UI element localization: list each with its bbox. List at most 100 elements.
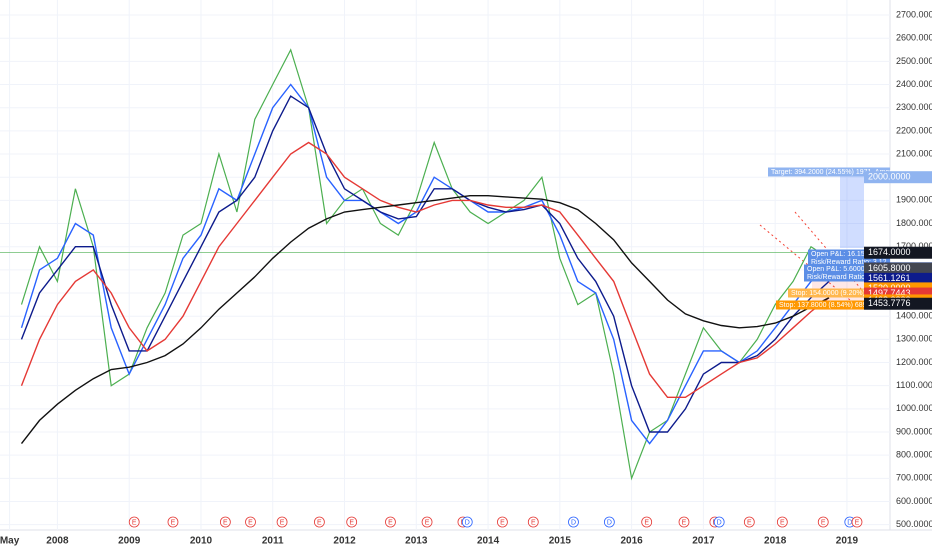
price-tag (864, 171, 932, 184)
annotation-box (804, 272, 890, 282)
x-tick-label: 2016 (620, 536, 643, 547)
price-tag-label: 1453.7776 (868, 298, 911, 308)
x-tick-label: May (0, 536, 20, 547)
annotation-box (788, 288, 890, 298)
event-marker (167, 516, 179, 528)
x-tick-label: 2017 (692, 536, 715, 547)
moving-average (20, 141, 830, 398)
event-label: E (682, 519, 687, 526)
x-tick-label: 2009 (118, 536, 141, 547)
y-tick-label: 2500.0000 (896, 56, 932, 66)
event-marker (776, 516, 788, 528)
price-tag (864, 272, 932, 285)
y-tick-label: 600.0000 (896, 496, 932, 506)
event-marker (851, 516, 863, 528)
event-label: D (607, 519, 612, 526)
event-marker (817, 516, 829, 528)
y-tick-label: 1300.0000 (896, 334, 932, 344)
annotation: Risk/Reward Ratio: 2.86 (807, 274, 883, 281)
x-tick-label: 2008 (46, 536, 69, 547)
event-marker (128, 516, 140, 528)
y-tick-label: 800.0000 (896, 450, 932, 460)
event-label: E (747, 519, 752, 526)
y-tick-label: 2200.0000 (896, 125, 932, 135)
price-tag-label: 1674.0000 (868, 247, 911, 257)
event-marker (497, 516, 508, 528)
y-tick-label: 1000.0000 (896, 403, 932, 413)
y-tick-label: 2100.0000 (896, 148, 932, 158)
x-tick-label: 2019 (836, 536, 859, 547)
annotation: Risk/Reward Ratio: 3.12 (811, 259, 887, 266)
event-label: E (780, 519, 785, 526)
event-label: D (717, 519, 722, 526)
annotation: Open P&L: 16.1520, Qty (811, 251, 888, 258)
annotation: Stop: 137.8000 (8.54%) 689, Amount (779, 302, 894, 309)
event-label: D (465, 519, 470, 526)
labels-layer: 500.0000 600.0000 700.0000 800.0000 900.0000… (0, 9, 932, 547)
event-label: D (847, 519, 852, 526)
event-marker (568, 516, 579, 528)
event-marker (385, 516, 396, 528)
price-tag-label: 1561.1261 (868, 273, 911, 283)
y-tick-label: 1800.0000 (896, 218, 932, 228)
event-label: E (171, 519, 176, 526)
price-tag-label: 1497.7443 (868, 288, 911, 298)
x-tick-label: 2010 (190, 536, 213, 547)
y-tick-label: 2600.0000 (896, 33, 932, 43)
event-marker (527, 516, 539, 528)
annotation: Open P&L: 5.6000, Qty: 1 (807, 266, 887, 273)
x-tick-label: 2014 (477, 536, 500, 547)
target-zone (840, 176, 864, 248)
event-label: E (388, 519, 393, 526)
annotation-box (768, 167, 890, 177)
event-label: E (821, 519, 826, 526)
event-marker (641, 516, 653, 528)
y-tick-label: 500.0000 (896, 519, 932, 529)
event-label: E (349, 519, 354, 526)
event-label: E (855, 519, 860, 526)
annotation-box (808, 257, 890, 267)
y-tick-label: 1400.0000 (896, 311, 932, 321)
event-label: E (223, 519, 228, 526)
event-label: E (132, 519, 137, 526)
event-label: E (531, 519, 536, 526)
annotation: Target: 394.2000 (24.55%) 1971, Amou (771, 169, 893, 176)
y-tick-label: 1700.0000 (896, 241, 932, 251)
event-label: D (571, 519, 576, 526)
annotation: Stop: 154.0000 (9.20%) 770, Amou (791, 290, 900, 297)
event-marker (276, 516, 288, 528)
y-tick-label: 900.0000 (896, 426, 932, 436)
event-label: E (500, 519, 505, 526)
x-tick-label: 2012 (333, 536, 356, 547)
price-tag-label: 1605.8000 (868, 263, 911, 273)
event-marker (346, 516, 358, 528)
y-tick-label: 2700.0000 (896, 9, 932, 19)
event-marker (219, 516, 231, 528)
event-marker (245, 516, 256, 528)
annotation-box (804, 264, 890, 274)
event-marker (743, 516, 755, 528)
grid-layer (0, 0, 890, 530)
x-tick-label: 2013 (405, 536, 428, 547)
event-label: E (644, 519, 649, 526)
y-tick-label: 2400.0000 (896, 79, 932, 89)
annotation-box (808, 249, 890, 259)
moving-average (20, 83, 830, 445)
price-tag-label: 2000.0000 (868, 172, 911, 182)
event-label: E (425, 519, 430, 526)
price-tag (864, 262, 932, 275)
y-tick-label: 1200.0000 (896, 357, 932, 367)
y-tick-label: 2300.0000 (896, 102, 932, 112)
event-marker (678, 516, 690, 528)
event-label: E (317, 519, 322, 526)
price-tag (864, 246, 932, 259)
event-label: E (280, 519, 285, 526)
price-tag (864, 297, 932, 310)
annotation-box (776, 300, 890, 310)
event-marker (421, 516, 433, 528)
event-marker (461, 516, 473, 528)
y-tick-label: 1100.0000 (896, 380, 932, 390)
y-tick-label: 700.0000 (896, 473, 932, 483)
